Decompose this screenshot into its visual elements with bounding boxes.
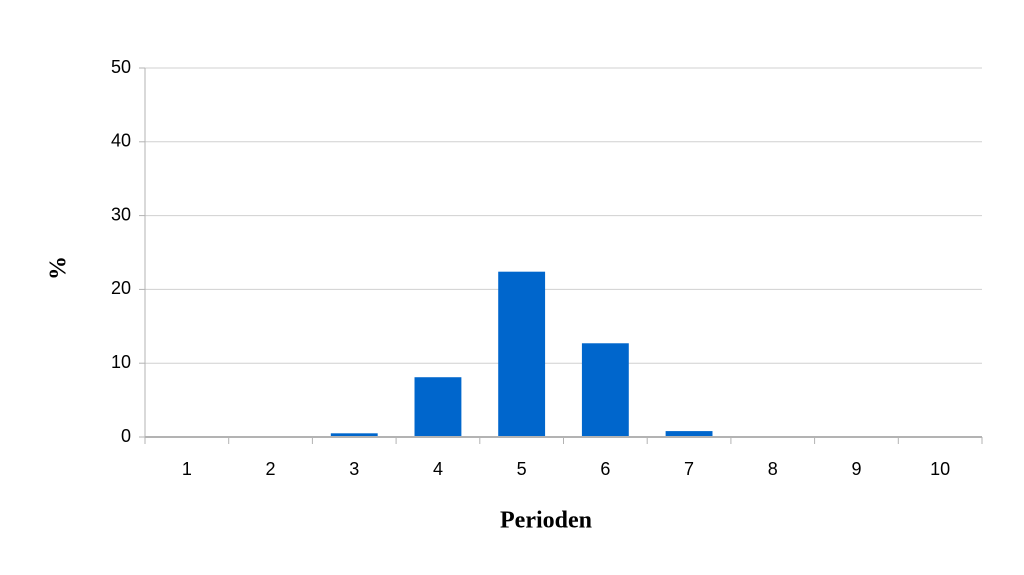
y-tick-label: 50	[111, 57, 131, 77]
y-tick-label: 30	[111, 204, 131, 224]
x-tick-label: 9	[851, 459, 861, 479]
x-tick-label: 1	[182, 459, 192, 479]
y-axis-title: %	[46, 256, 72, 280]
x-tick-label: 6	[600, 459, 610, 479]
x-tick-label: 3	[349, 459, 359, 479]
bar	[330, 433, 378, 437]
x-tick-label: 5	[517, 459, 527, 479]
bar	[665, 431, 713, 437]
x-tick-label: 4	[433, 459, 443, 479]
y-tick-label: 0	[121, 426, 131, 446]
y-tick-label: 40	[111, 131, 131, 151]
x-tick-label: 2	[266, 459, 276, 479]
x-tick-label: 10	[930, 459, 950, 479]
x-tick-label: 7	[684, 459, 694, 479]
bar	[498, 271, 546, 437]
x-axis-title: Perioden	[500, 508, 592, 534]
x-tick-label: 8	[768, 459, 778, 479]
bar	[581, 343, 629, 437]
y-tick-label: 10	[111, 352, 131, 372]
bar	[414, 377, 462, 437]
y-tick-label: 20	[111, 278, 131, 298]
